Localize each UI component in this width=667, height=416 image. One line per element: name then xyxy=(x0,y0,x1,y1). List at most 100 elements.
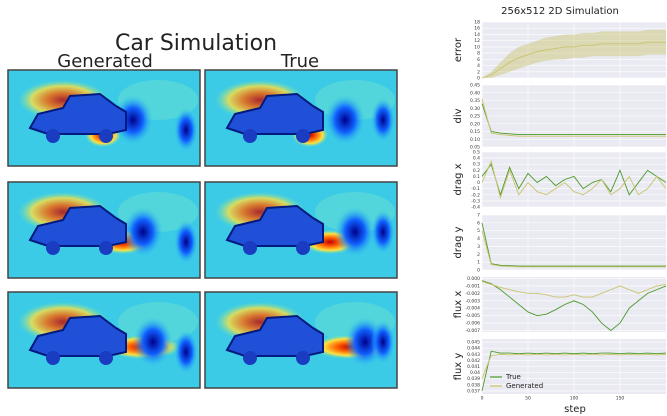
wheel xyxy=(243,351,257,365)
wheel xyxy=(99,351,113,365)
y-tick-label: 8 xyxy=(477,51,480,57)
cold-spot xyxy=(371,98,395,142)
y-tick-label: 16 xyxy=(474,26,480,32)
wheel xyxy=(46,241,60,255)
y-tick-label: 6 xyxy=(477,220,480,226)
y-tick-label: 7 xyxy=(477,213,480,219)
y-tick-label: -0.2 xyxy=(471,192,480,198)
wheel xyxy=(243,241,257,255)
y-tick-label: 0.15 xyxy=(470,129,480,135)
x-tick-label: 0 xyxy=(481,396,484,402)
charts: 024681012141618error0.050.100.150.200.25… xyxy=(453,20,666,402)
y-tick-label: 0.4 xyxy=(473,156,480,162)
y-axis-label: div xyxy=(453,108,464,123)
y-tick-label: -0.3 xyxy=(471,198,480,204)
wheel xyxy=(46,351,60,365)
y-tick-label: 0.45 xyxy=(470,83,480,89)
y-axis-label: error xyxy=(453,37,464,62)
cold-spot xyxy=(123,207,163,257)
y-tick-label: 0.043 xyxy=(467,352,480,358)
cold-spot xyxy=(133,317,173,367)
y-tick-label: 0.045 xyxy=(467,340,480,346)
legend-label: Generated xyxy=(506,382,543,390)
x-tick-label: 50 xyxy=(525,396,531,402)
field-panel xyxy=(205,292,397,388)
y-tick-label: -0.003 xyxy=(465,298,480,304)
wheel xyxy=(243,129,257,143)
y-tick-label: -0.004 xyxy=(465,306,480,312)
x-axis-label: step xyxy=(564,404,586,415)
cold-spot xyxy=(174,330,198,374)
column-title: Generated xyxy=(57,51,153,72)
y-tick-label: 14 xyxy=(474,32,480,38)
wheel xyxy=(99,129,113,143)
column-title: True xyxy=(280,51,319,72)
y-tick-label: 0.30 xyxy=(470,106,480,112)
y-tick-label: 0.5 xyxy=(473,150,480,156)
y-tick-label: 0.35 xyxy=(470,98,480,104)
y-tick-label: 0.042 xyxy=(467,358,480,364)
y-tick-label: 0.038 xyxy=(467,382,480,388)
field-panel xyxy=(205,182,397,278)
y-tick-label: 2 xyxy=(477,69,480,75)
y-tick-label: 12 xyxy=(474,38,480,44)
figure: Car Simulation Generated True 256x512 2D… xyxy=(0,0,667,416)
y-tick-label: 0 xyxy=(477,180,480,186)
y-tick-label: 0.40 xyxy=(470,90,480,96)
y-tick-label: 5 xyxy=(477,228,480,234)
y-tick-label: 0.000 xyxy=(467,276,480,282)
cold-spot xyxy=(371,320,395,364)
x-tick-label: 100 xyxy=(570,396,579,402)
right-title: 256x512 2D Simulation xyxy=(501,6,619,17)
cold-spot xyxy=(335,207,375,257)
y-tick-label: -0.007 xyxy=(465,328,480,334)
y-tick-label: -0.002 xyxy=(465,291,480,297)
y-tick-label: 0.20 xyxy=(470,121,480,127)
y-axis-label: flux y xyxy=(453,353,464,381)
field-panel xyxy=(8,70,200,166)
cold-spot xyxy=(174,108,198,152)
y-tick-label: 10 xyxy=(474,44,480,50)
field-panel xyxy=(205,70,397,166)
cold-spot xyxy=(325,95,365,145)
y-tick-label: 0.25 xyxy=(470,114,480,120)
y-tick-label: 0.2 xyxy=(473,168,480,174)
y-tick-label: -0.4 xyxy=(471,205,480,211)
y-tick-label: 0 xyxy=(477,268,480,274)
wheel xyxy=(99,241,113,255)
y-tick-label: 0.10 xyxy=(470,137,480,143)
field-panel xyxy=(8,182,200,278)
cold-spot xyxy=(371,210,395,254)
y-axis-label: drag y xyxy=(453,226,464,258)
field-panel xyxy=(8,292,200,388)
y-tick-label: 0.037 xyxy=(467,388,480,394)
wheel xyxy=(296,129,310,143)
y-tick-label: 0.044 xyxy=(467,346,480,352)
flow-fields xyxy=(8,70,397,388)
y-tick-label: 1 xyxy=(477,260,480,266)
y-tick-label: 2 xyxy=(477,252,480,258)
wheel xyxy=(296,351,310,365)
y-tick-label: 4 xyxy=(477,63,480,69)
y-tick-label: 0.04 xyxy=(470,370,480,376)
x-tick-label: 150 xyxy=(616,396,625,402)
y-tick-label: 4 xyxy=(477,236,480,242)
wheel xyxy=(46,129,60,143)
y-tick-label: 18 xyxy=(474,20,480,26)
y-tick-label: -0.1 xyxy=(471,186,480,192)
y-tick-label: 0 xyxy=(477,76,480,82)
y-tick-label: -0.006 xyxy=(465,321,480,327)
cold-spot xyxy=(174,220,198,264)
y-tick-label: 3 xyxy=(477,244,480,250)
y-tick-label: 0.039 xyxy=(467,376,480,382)
legend-label: True xyxy=(505,373,521,381)
y-axis-label: flux x xyxy=(453,291,464,319)
y-tick-label: 6 xyxy=(477,57,480,63)
y-tick-label: 0.3 xyxy=(473,162,480,168)
y-axis-label: drag x xyxy=(453,163,464,195)
y-tick-label: 0.041 xyxy=(467,364,480,370)
y-tick-label: -0.001 xyxy=(465,283,480,289)
y-tick-label: 0.1 xyxy=(473,174,480,180)
y-tick-label: -0.005 xyxy=(465,313,480,319)
wheel xyxy=(296,241,310,255)
